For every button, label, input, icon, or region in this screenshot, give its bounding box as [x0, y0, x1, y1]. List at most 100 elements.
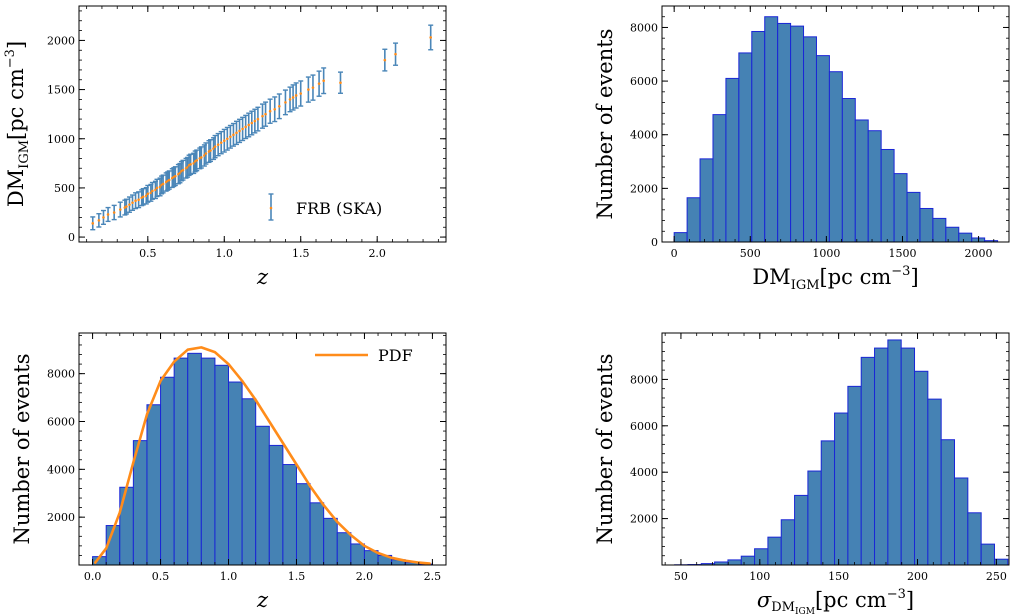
- data-point: [141, 195, 145, 199]
- sigma-histogram-panel: 50 100 150 200 250 2000 4000 6000 8000 σDMIGM[pc …: [593, 332, 1010, 615]
- y-tick-label: 4000: [630, 466, 658, 479]
- data-point: [241, 127, 244, 131]
- histogram-bar: [777, 22, 792, 243]
- z-histogram-panel: 0.0 0.5 1.0 1.5 2.0 2.5 2000 4000 6000 8000 PDF z Nu…: [10, 332, 447, 612]
- data-point: [192, 162, 195, 165]
- histogram-bar: [255, 425, 270, 566]
- data-point: [222, 139, 226, 143]
- data-point: [268, 109, 272, 113]
- data-point: [174, 174, 177, 178]
- data-point: [203, 154, 206, 157]
- histogram-bar: [767, 536, 782, 566]
- data-point: [253, 119, 257, 123]
- data-point: [149, 191, 153, 195]
- histogram-bar: [727, 559, 742, 566]
- data-point: [200, 156, 203, 159]
- legend-label: PDF: [378, 346, 413, 365]
- x-tick-label: 0.0: [84, 570, 102, 583]
- histogram-bar: [295, 483, 311, 566]
- data-point: [131, 201, 134, 204]
- x-tick-label: 250: [986, 570, 1007, 583]
- data-point: [213, 145, 217, 148]
- x-tick-label: 1500: [888, 247, 916, 260]
- y-tick-label: 2000: [47, 34, 75, 47]
- y-tick-label: 2000: [630, 182, 658, 195]
- data-point: [307, 88, 310, 91]
- histogram-bar: [740, 555, 756, 566]
- data-point: [291, 96, 295, 99]
- histogram-bar: [790, 25, 805, 243]
- y-tick-label: 6000: [47, 415, 75, 428]
- histogram-bar: [200, 357, 216, 566]
- histogram-bar: [336, 532, 352, 566]
- data-point: [232, 133, 235, 137]
- histogram-bar: [932, 217, 947, 243]
- data-point: [118, 208, 122, 211]
- plot-frame: [78, 332, 447, 566]
- histogram-bar: [967, 512, 982, 566]
- data-point: [284, 101, 287, 104]
- histogram-bar: [699, 158, 714, 243]
- data-point: [299, 92, 303, 95]
- y-tick-label: 1000: [47, 133, 75, 146]
- y-tick-label: 2000: [47, 511, 75, 524]
- legend-label: FRB (SKA): [296, 199, 382, 218]
- x-tick-label: 1.5: [292, 247, 310, 260]
- histogram-bar: [847, 385, 862, 566]
- x-tick-label: 100: [749, 570, 770, 583]
- data-point: [189, 163, 192, 166]
- histogram-bar: [820, 440, 836, 566]
- data-point: [311, 86, 315, 89]
- histogram-bar: [725, 77, 740, 243]
- legend: FRB (SKA): [268, 193, 382, 221]
- data-point: [102, 216, 105, 219]
- data-point: [128, 203, 131, 206]
- histogram-bar: [893, 173, 908, 243]
- data-point: [195, 159, 199, 162]
- histogram-bar: [228, 381, 243, 566]
- histogram-bar: [919, 207, 934, 243]
- histogram-bar: [686, 197, 701, 243]
- data-point: [229, 135, 232, 139]
- x-tick-label: 1.0: [220, 570, 238, 583]
- x-tick-label: 1.5: [288, 570, 306, 583]
- x-tick-label: 2.5: [424, 570, 442, 583]
- data-point: [151, 189, 154, 193]
- data-point: [219, 141, 223, 144]
- data-point: [339, 81, 342, 84]
- x-axis-label: z: [256, 265, 269, 289]
- histogram-bar: [794, 494, 809, 566]
- histogram-bar: [815, 55, 830, 243]
- y-tick-label: 500: [54, 182, 75, 195]
- histogram-bar: [146, 404, 162, 566]
- data-point: [250, 121, 254, 125]
- y-tick-label: 0: [651, 236, 658, 249]
- data-point: [278, 105, 281, 108]
- data-point: [144, 194, 148, 198]
- histogram-bar: [738, 52, 753, 243]
- data-point: [216, 143, 220, 146]
- x-axis-label: DMIGM[pc cm−3]: [752, 264, 918, 293]
- histogram-bar: [754, 548, 769, 566]
- histogram-bar: [880, 148, 895, 243]
- x-tick-label: 2.0: [356, 570, 374, 583]
- data-point: [161, 182, 165, 186]
- y-tick-label: 4000: [630, 129, 658, 142]
- data-point: [317, 82, 321, 85]
- data-point: [204, 152, 208, 155]
- data-point: [429, 36, 433, 39]
- data-point: [247, 123, 251, 127]
- y-tick-label: 6000: [630, 420, 658, 433]
- pdf-line: [94, 346, 432, 565]
- data-point: [158, 185, 162, 189]
- histogram-bar: [751, 30, 766, 243]
- y-tick-label: 6000: [630, 75, 658, 88]
- data-point: [106, 213, 110, 216]
- x-tick-label: 2000: [965, 247, 993, 260]
- data-point: [273, 107, 277, 111]
- histogram-bar: [867, 130, 882, 243]
- histogram-bar: [828, 71, 843, 243]
- x-tick-label: 2.0: [368, 247, 386, 260]
- x-tick-label: 500: [740, 247, 761, 260]
- histogram-bar: [954, 477, 969, 566]
